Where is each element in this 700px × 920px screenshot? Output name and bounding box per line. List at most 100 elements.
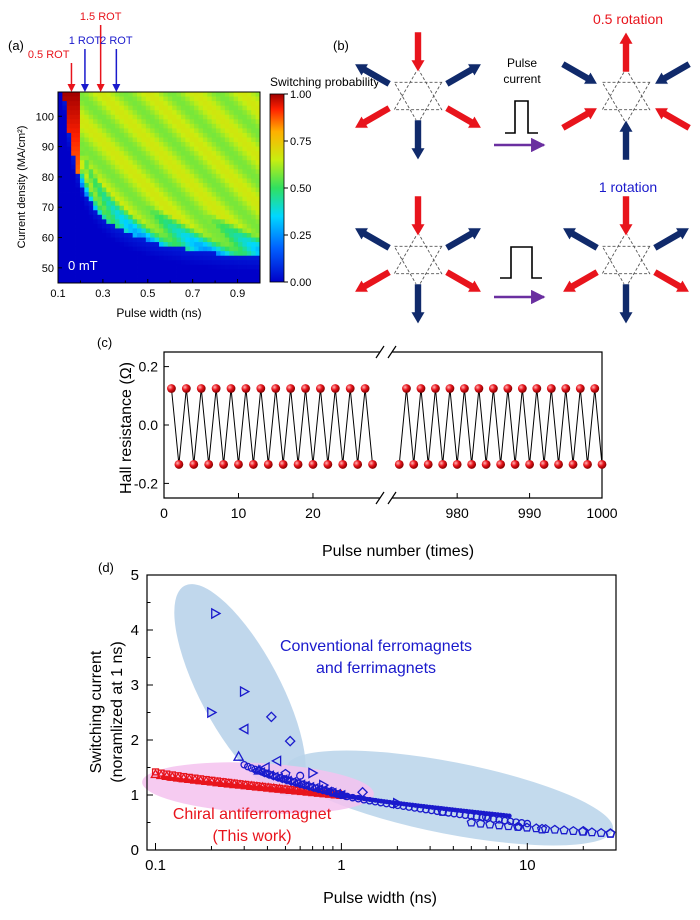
heatmap-cell: [233, 123, 239, 129]
heatmap-cell: [123, 228, 129, 234]
heatmap-cell: [224, 92, 230, 97]
heatmap-cell: [154, 205, 160, 211]
heatmap-cell: [189, 237, 195, 243]
heatmap-cell: [106, 251, 112, 257]
heatmap-cell: [115, 164, 120, 170]
heatmap-cell: [220, 237, 226, 243]
heatmap-cell: [246, 114, 252, 120]
heatmap-cell: [84, 242, 90, 248]
heatmap-cell: [123, 105, 129, 111]
scatter-point: [239, 685, 251, 698]
heatmap-cell: [79, 192, 85, 197]
heatmap-cell: [233, 101, 239, 107]
spin-arrow: [654, 107, 692, 132]
heatmap-cell: [137, 260, 142, 266]
heatmap-cell: [154, 132, 160, 138]
heatmap-cell: [66, 164, 72, 170]
heatmap-cell: [137, 123, 142, 129]
heatmap-cell: [145, 201, 151, 207]
heatmap-cell: [229, 173, 235, 179]
heatmap-cell: [255, 110, 261, 116]
heatmap-cell: [202, 123, 208, 129]
heatmap-cell: [123, 114, 129, 120]
heatmap-cell: [211, 242, 217, 248]
heatmap-cell: [238, 201, 243, 207]
heatmap-cell: [154, 192, 160, 197]
heatmap-cell: [145, 151, 151, 157]
heatmap-cell: [198, 101, 204, 107]
heatmap-cell: [119, 123, 125, 129]
heatmap-cell: [216, 128, 221, 134]
heatmap-cell: [242, 228, 248, 234]
heatmap-cell: [233, 242, 239, 248]
heatmap-cell: [238, 237, 243, 243]
heatmap-cell: [211, 128, 217, 134]
heatmap-cell: [79, 205, 85, 211]
heatmap-cell: [238, 251, 243, 257]
heatmap-cell: [154, 110, 160, 116]
heatmap-cell: [119, 251, 125, 257]
heatmap-cell: [75, 92, 81, 97]
heatmap-cell: [251, 273, 257, 279]
heatmap-cell: [246, 223, 252, 229]
heatmap-cell: [58, 105, 63, 111]
heatmap-cell: [189, 178, 195, 184]
heatmap-cell: [110, 92, 116, 97]
heatmap-cell: [128, 132, 134, 138]
scatter-point: [280, 768, 291, 779]
heatmap-cell: [238, 155, 243, 161]
heatmap-cell: [251, 237, 257, 243]
heatmap-ytick-label: 50: [42, 263, 54, 275]
heatmap-cell: [202, 232, 208, 238]
heatmap-cell: [207, 142, 213, 147]
heatmap-cell: [106, 264, 112, 270]
heatmap-cell: [224, 142, 230, 147]
heatmap-cell: [207, 260, 213, 266]
heatmap-cell: [75, 223, 81, 229]
heatmap-cell: [123, 264, 129, 270]
heatmap-cell: [163, 260, 169, 266]
scatter-point: [503, 821, 514, 831]
heatmap-cell: [145, 146, 151, 152]
heatmap-cell: [211, 192, 217, 197]
heatmap-cell: [216, 142, 221, 147]
scatter-xtick-label: 1: [337, 857, 345, 874]
heatmap-cell: [189, 92, 195, 97]
heatmap-cell: [97, 237, 103, 243]
heatmap-cell: [145, 96, 151, 102]
heatmap-cell: [66, 173, 72, 179]
heatmap-cell: [238, 101, 243, 107]
heatmap-cell: [132, 242, 138, 248]
heatmap-cell: [172, 182, 177, 188]
heatmap-cell: [198, 242, 204, 248]
spin-arrow: [354, 268, 392, 293]
heatmap-cell: [242, 255, 248, 261]
heatmap-cell: [216, 210, 221, 216]
heatmap-cell: [141, 264, 147, 270]
heatmap-cell: [110, 196, 116, 202]
heatmap-cell: [97, 223, 103, 229]
heatmap-cell: [189, 96, 195, 102]
heatmap-cell: [255, 128, 261, 134]
heatmap-cell: [71, 228, 76, 234]
hall-point: [368, 460, 377, 469]
heatmap-cell: [123, 255, 129, 261]
heatmap-cell: [159, 114, 164, 120]
heatmap-cell: [251, 201, 257, 207]
heatmap-cell: [246, 264, 252, 270]
heatmap-cell: [128, 269, 134, 275]
heatmap-cell: [79, 155, 85, 161]
heatmap-cell: [58, 232, 63, 238]
pulse-shape-short: [505, 100, 538, 134]
heatmap-cell: [119, 96, 125, 102]
hall-point: [416, 384, 426, 393]
heatmap-cell: [207, 101, 213, 107]
heatmap-cell: [137, 155, 142, 161]
heatmap-cell: [88, 196, 94, 202]
heatmap-cell: [180, 187, 186, 193]
hall-point: [345, 384, 355, 393]
heatmap-cell: [132, 237, 138, 243]
heatmap-cell: [150, 205, 156, 211]
heatmap-cell: [185, 201, 191, 207]
